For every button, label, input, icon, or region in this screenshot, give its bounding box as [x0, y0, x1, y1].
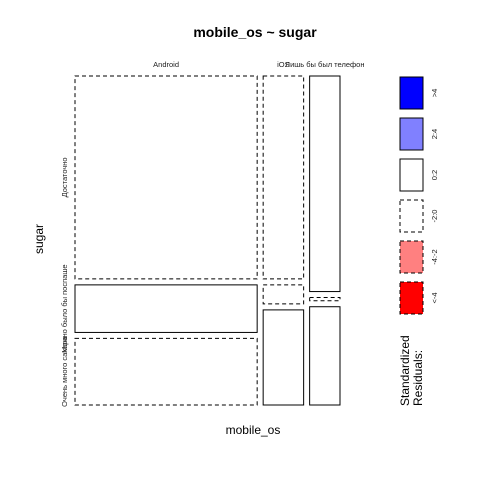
column-label-3: Лишь бы был телефон — [285, 60, 364, 69]
legend-label-5: -4:-2 — [430, 249, 439, 264]
x-axis-title: mobile_os — [226, 423, 281, 437]
legend-swatch-2 — [399, 117, 424, 151]
legend-swatch-6 — [399, 281, 424, 315]
cell-ios-1 — [262, 75, 305, 280]
legend-swatch-1 — [399, 76, 424, 110]
mosaic-cells — [74, 75, 341, 406]
legend-label-6: <-4 — [430, 292, 439, 303]
cell-android-3 — [74, 337, 258, 406]
column-label-2: iOS — [277, 60, 290, 69]
legend-title-line-1: Standardized — [398, 335, 412, 406]
legend-label-1: >4 — [430, 89, 439, 98]
legend-title-line-2: Residuals: — [411, 350, 425, 406]
legend-label-4: -2:0 — [430, 210, 439, 223]
cell-ios-2 — [262, 284, 305, 305]
cell-лишь-бы-был-телефон-3 — [309, 306, 341, 406]
cell-android-2 — [74, 284, 258, 333]
legend-label-3: 0:2 — [430, 170, 439, 180]
column-label-1: Android — [153, 60, 179, 69]
y-axis-title: sugar — [32, 224, 46, 254]
cell-ios-3 — [262, 309, 305, 406]
row-label-2: Можно было бы поспаше — [60, 264, 69, 352]
row-label-1: Достаточно — [60, 157, 69, 197]
legend-swatch-4 — [399, 199, 424, 233]
legend: >4 2:4 0:2 -2:0 -4:-2 <-4 — [399, 76, 439, 315]
legend-swatch-5 — [399, 240, 424, 274]
legend-label-2: 2:4 — [430, 129, 439, 139]
legend-swatch-3 — [399, 158, 424, 192]
cell-android-1 — [74, 75, 258, 280]
row-label-3: Очень много сахара — [60, 336, 69, 407]
cell-лишь-бы-был-телефон-1 — [309, 75, 341, 293]
cell-лишь-бы-был-телефон-2 — [309, 297, 341, 302]
chart-title: mobile_os ~ sugar — [193, 24, 317, 40]
